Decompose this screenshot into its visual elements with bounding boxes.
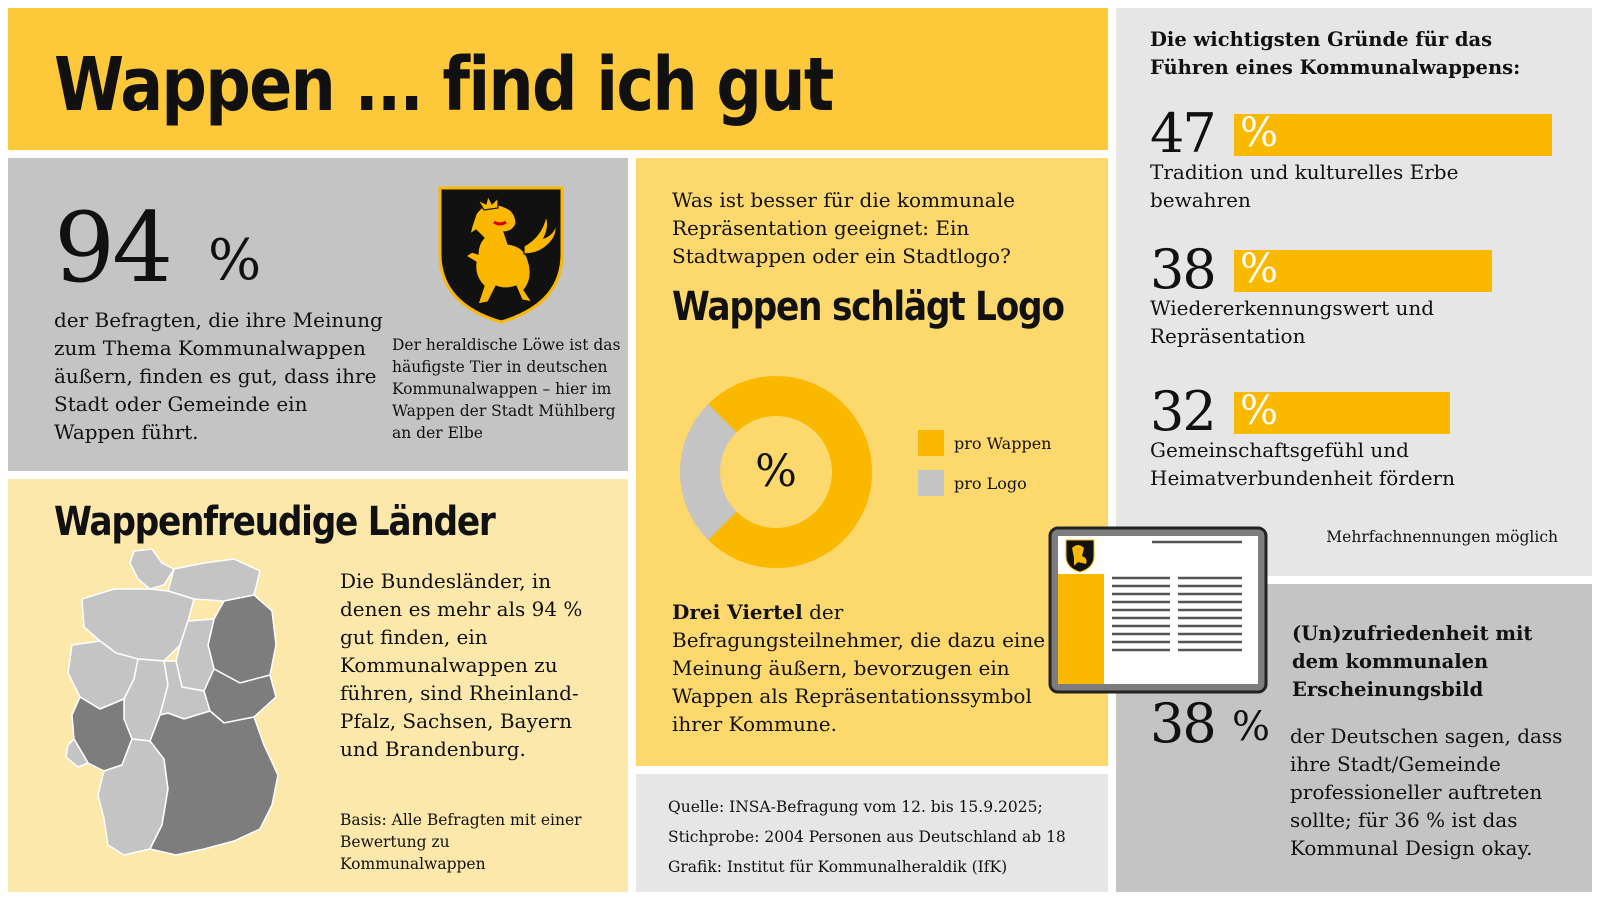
legend-swatch-logo [918, 470, 944, 496]
dissatisfaction-unit: % [1232, 704, 1271, 750]
reason-unit: % [1240, 246, 1279, 292]
lion-coat-of-arms-icon [438, 186, 564, 324]
multiple-answers-note: Mehrfachnennungen möglich [1326, 528, 1558, 546]
laender-text: Die Bundesländer, in denen es mehr als 9… [340, 569, 583, 761]
reason-label: Tradition und kulturelles Erbe bewahren [1150, 160, 1459, 212]
source-line-1: Quelle: INSA-Befragung vom 12. bis 15.9.… [668, 798, 1043, 816]
donut-slice-wappen [708, 376, 872, 568]
source-line-2: Stichprobe: 2004 Personen aus Deutschlan… [668, 828, 1066, 846]
reason-item: 47 % Tradition und kulturelles Erbe bewa… [1150, 104, 1580, 214]
dissatisfaction-value: 38 [1150, 692, 1217, 755]
dissatisfaction-title: (Un)zufriedenheit mit dem kommunalen Ers… [1292, 622, 1533, 701]
donut-slice-logo [680, 404, 737, 540]
page-title: Wappen ... find ich gut [54, 42, 834, 128]
stat-94-description: der Befragten, die ihre Meinung zum Them… [54, 308, 383, 444]
stat-94-value: 94 [54, 192, 173, 304]
legend-swatch-wappen [918, 430, 944, 456]
legend-label-logo: pro Logo [954, 473, 1027, 493]
source-panel: Quelle: INSA-Befragung vom 12. bis 15.9.… [636, 774, 1108, 892]
reason-unit: % [1240, 388, 1279, 434]
legend-item-wappen: pro Wappen [918, 430, 1051, 456]
preference-donut-chart: % [680, 376, 872, 568]
reason-unit: % [1240, 110, 1279, 156]
reason-value: 47 [1150, 102, 1217, 165]
laender-panel: Wappenfreudige Länder [8, 479, 628, 892]
reason-label: Gemeinschaftsgefühl und Heimatverbundenh… [1150, 438, 1455, 490]
germany-map [65, 549, 279, 856]
conclusion-bold: Drei Viertel [672, 600, 803, 624]
reason-item: 32 % Gemeinschaftsgefühl und Heimatverbu… [1150, 382, 1580, 492]
reason-label: Wiedererkennungswert und Repräsentation [1150, 296, 1435, 348]
state-brandenburg [207, 594, 277, 684]
logo-panel: Was ist besser für die kommunale Repräse… [636, 158, 1108, 766]
title-panel: Wappen ... find ich gut [8, 8, 1108, 150]
legend-label-wappen: pro Wappen [954, 433, 1052, 453]
basis-note: Basis: Alle Befragten mit einer Bewertun… [340, 811, 582, 873]
reason-bar [1234, 250, 1492, 292]
conclusion-text: Drei Viertel der Befragungsteilnehmer, d… [672, 598, 1072, 738]
reason-item: 38 % Wiedererkennungswert und Repräsenta… [1150, 240, 1580, 350]
state-bayern [148, 710, 279, 856]
reasons-panel: Die wichtigsten Gründe für das Führen ei… [1116, 8, 1592, 576]
reasons-title: Die wichtigsten Gründe für das Führen ei… [1150, 28, 1521, 79]
state-saarland [65, 737, 90, 768]
lion-caption: Der heraldische Löwe ist das häufigste T… [392, 336, 621, 442]
reason-bar [1234, 392, 1451, 434]
logo-title: Wappen schlägt Logo [672, 284, 1065, 330]
conclusion-rest: der Befragungsteilnehmer, die dazu eine … [672, 600, 1046, 736]
reason-value: 38 [1150, 238, 1217, 301]
source-line-3: Grafik: Institut für Kommunalheraldik (I… [668, 858, 1008, 876]
chart-legend: pro Wappen pro Logo [918, 430, 1051, 510]
state-schleswig-holstein [129, 549, 176, 590]
tablet-website-icon [1048, 526, 1268, 694]
legend-item-logo: pro Logo [918, 470, 1051, 496]
stat-94-unit: % [208, 228, 262, 293]
reason-bar [1234, 114, 1552, 156]
donut-center-label: % [755, 446, 797, 497]
reason-value: 32 [1150, 380, 1217, 443]
survey-question: Was ist besser für die kommunale Repräse… [672, 188, 1015, 268]
stat-94-panel: 94 % der Befragten, die ihre Meinung zum… [8, 158, 628, 471]
laender-title: Wappenfreudige Länder [54, 499, 496, 545]
dissatisfaction-text: der Deutschen sagen, dass ihre Stadt/Gem… [1290, 724, 1563, 860]
